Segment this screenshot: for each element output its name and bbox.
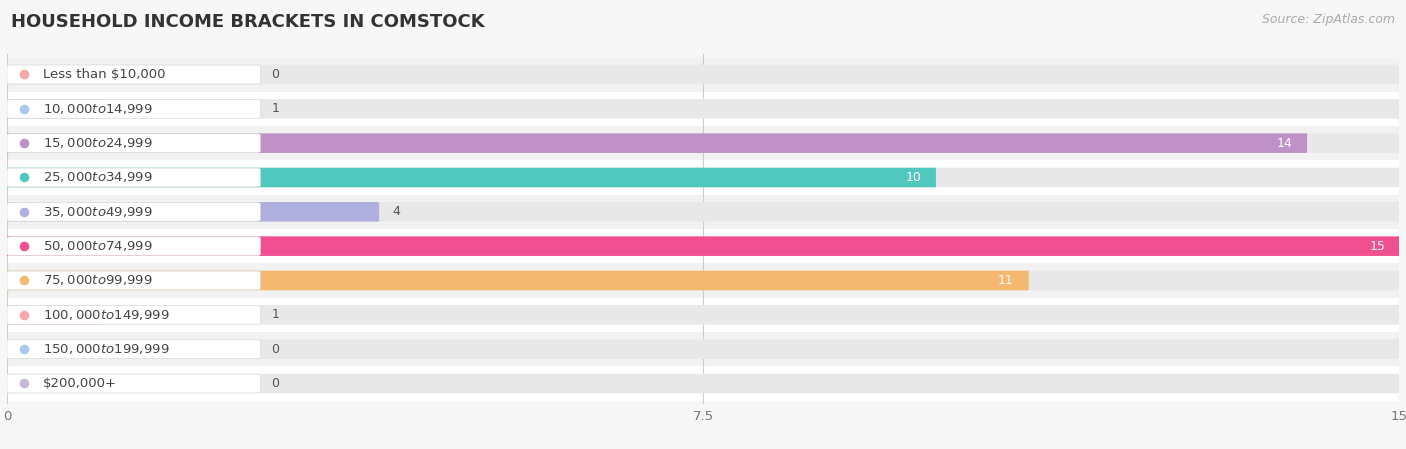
Text: 11: 11 [998,274,1014,287]
Text: 0: 0 [271,377,280,390]
Text: Less than $10,000: Less than $10,000 [44,68,166,81]
FancyBboxPatch shape [6,236,1400,256]
Text: 10: 10 [905,171,921,184]
FancyBboxPatch shape [6,99,1400,119]
Point [13,71,35,78]
FancyBboxPatch shape [7,237,260,255]
Point [13,380,35,387]
FancyBboxPatch shape [7,134,260,153]
Text: HOUSEHOLD INCOME BRACKETS IN COMSTOCK: HOUSEHOLD INCOME BRACKETS IN COMSTOCK [11,13,485,31]
Point [13,242,35,250]
Text: 15: 15 [1369,240,1385,253]
Text: 1: 1 [271,102,280,115]
Text: $200,000+: $200,000+ [44,377,117,390]
Text: $150,000 to $199,999: $150,000 to $199,999 [44,342,170,356]
FancyBboxPatch shape [6,202,380,222]
FancyBboxPatch shape [6,374,1400,393]
FancyBboxPatch shape [7,126,1399,160]
Text: $35,000 to $49,999: $35,000 to $49,999 [44,205,153,219]
FancyBboxPatch shape [6,271,1400,290]
Text: 4: 4 [392,205,401,218]
FancyBboxPatch shape [7,92,1399,126]
FancyBboxPatch shape [6,99,101,119]
Point [13,277,35,284]
Point [13,346,35,353]
Point [13,140,35,147]
FancyBboxPatch shape [7,332,1399,366]
Text: Source: ZipAtlas.com: Source: ZipAtlas.com [1261,13,1395,26]
FancyBboxPatch shape [7,340,260,359]
Text: 1: 1 [271,308,280,321]
FancyBboxPatch shape [6,202,1400,222]
FancyBboxPatch shape [7,229,1399,263]
FancyBboxPatch shape [7,99,260,118]
FancyBboxPatch shape [6,133,1400,153]
Text: $100,000 to $149,999: $100,000 to $149,999 [44,308,170,322]
FancyBboxPatch shape [7,271,260,290]
FancyBboxPatch shape [6,65,1400,84]
FancyBboxPatch shape [7,168,260,187]
Text: $10,000 to $14,999: $10,000 to $14,999 [44,102,153,116]
FancyBboxPatch shape [6,339,1400,359]
FancyBboxPatch shape [7,298,1399,332]
FancyBboxPatch shape [7,160,1399,195]
Text: $15,000 to $24,999: $15,000 to $24,999 [44,136,153,150]
Point [13,311,35,318]
FancyBboxPatch shape [6,236,1400,256]
FancyBboxPatch shape [6,167,1400,187]
FancyBboxPatch shape [6,305,1400,325]
FancyBboxPatch shape [7,374,260,393]
Text: $50,000 to $74,999: $50,000 to $74,999 [44,239,153,253]
Point [13,174,35,181]
Text: 0: 0 [271,343,280,356]
FancyBboxPatch shape [7,65,260,84]
FancyBboxPatch shape [7,305,260,324]
FancyBboxPatch shape [7,195,1399,229]
Point [13,105,35,112]
Point [13,208,35,216]
Text: 0: 0 [271,68,280,81]
FancyBboxPatch shape [6,167,936,187]
FancyBboxPatch shape [7,366,1399,401]
Text: $75,000 to $99,999: $75,000 to $99,999 [44,273,153,287]
FancyBboxPatch shape [7,263,1399,298]
FancyBboxPatch shape [7,202,260,221]
FancyBboxPatch shape [6,271,1029,290]
FancyBboxPatch shape [7,57,1399,92]
Text: 14: 14 [1277,136,1292,150]
FancyBboxPatch shape [6,133,1308,153]
FancyBboxPatch shape [6,305,101,325]
Text: $25,000 to $34,999: $25,000 to $34,999 [44,171,153,185]
